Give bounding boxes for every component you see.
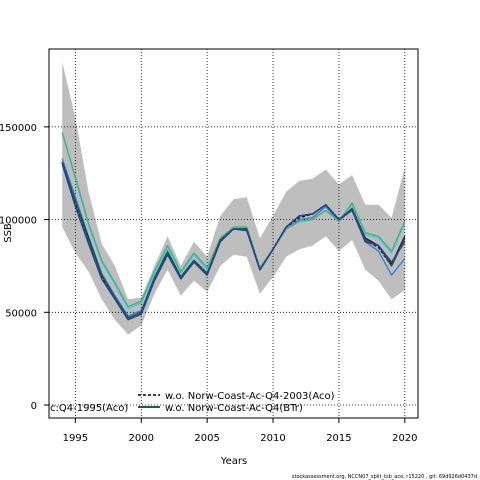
confidence-band-layer <box>62 62 405 335</box>
legend: w.o. Norw-Coast-Ac-Q4-2003(Aco) w.o. Nor… <box>50 391 335 414</box>
y-tick-label: 50000 <box>5 308 37 319</box>
x-axis-title: Years <box>220 456 247 467</box>
x-tick-label: 1995 <box>63 433 88 444</box>
series-layer <box>61 132 406 321</box>
legend-label-btr: w.o. Norw-Coast-Ac-Q4(BTr) <box>165 403 303 414</box>
x-axis: 1995 2000 2005 2010 2015 2020 <box>63 418 418 444</box>
y-axis-title: SSB <box>3 223 14 243</box>
y-tick-label: 150000 <box>0 123 37 134</box>
series-line-6 <box>61 163 406 321</box>
y-tick-label: 100000 <box>0 216 37 227</box>
footer-credit: stockassessment.org, NCCN07_split_tsb_ac… <box>292 474 477 480</box>
legend-label-aco: w.o. Norw-Coast-Ac-Q4-2003(Aco) <box>165 391 335 402</box>
plot-frame <box>48 48 419 419</box>
x-tick-label: 2000 <box>129 433 154 444</box>
confidence-band <box>62 62 405 335</box>
y-axis: 0 50000 100000 150000 <box>0 123 49 412</box>
legend-overflow-label: c:Q4-1995(Aco) <box>50 403 128 414</box>
x-tick-label: 2005 <box>194 433 219 444</box>
series-line-3 <box>61 132 406 308</box>
x-tick-label: 2010 <box>260 433 285 444</box>
x-tick-label: 2015 <box>326 433 351 444</box>
x-tick-label: 2020 <box>392 433 417 444</box>
y-tick-label: 0 <box>31 401 37 412</box>
